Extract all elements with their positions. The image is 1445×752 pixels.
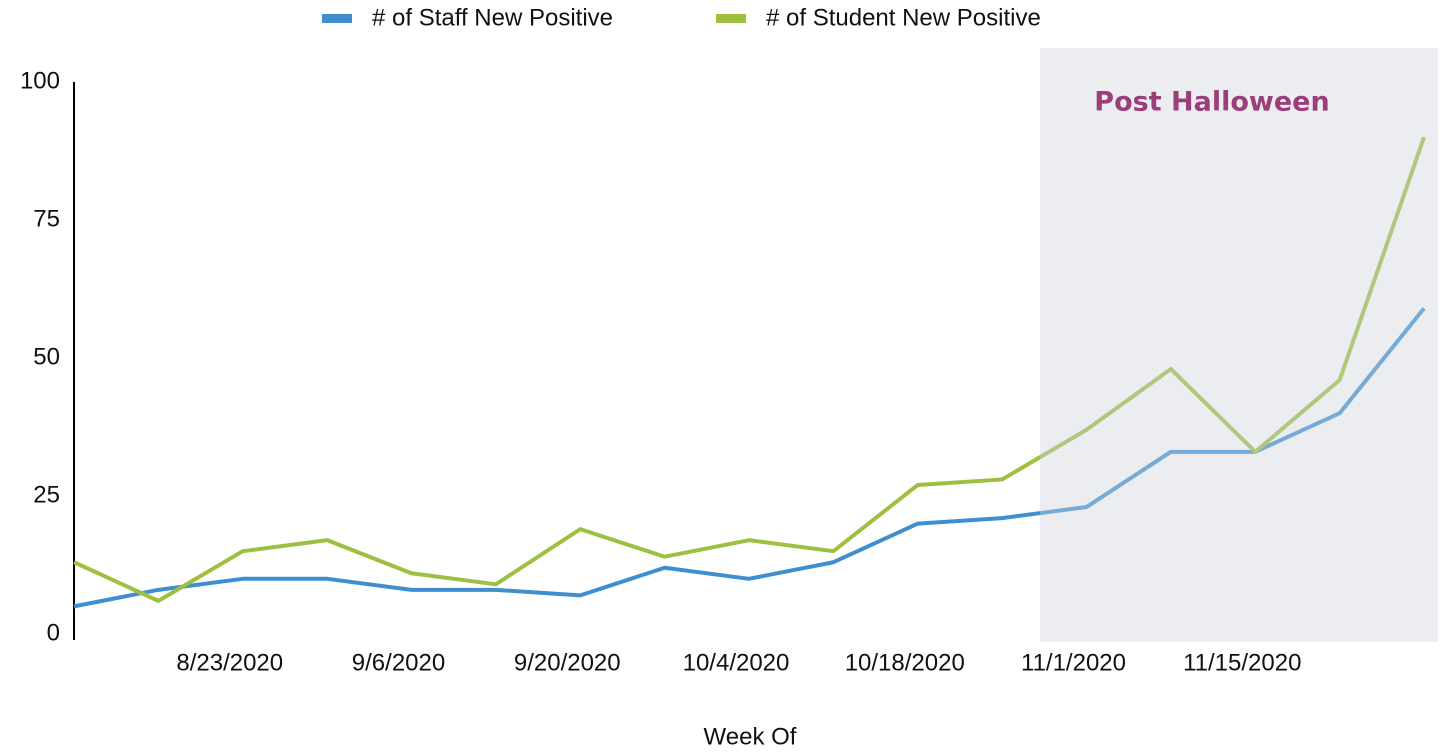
legend-label: # of Staff New Positive	[372, 4, 613, 31]
x-tick-label: 11/15/2020	[1183, 649, 1301, 676]
legend-swatch	[716, 14, 746, 23]
y-tick-label: 0	[47, 619, 60, 646]
x-tick-label: 9/20/2020	[514, 649, 621, 676]
series-line	[73, 136, 1426, 603]
highlight-region	[1040, 48, 1438, 642]
y-tick-label: 50	[33, 343, 60, 370]
series-line	[73, 307, 1426, 609]
y-tick-label: 100	[20, 67, 60, 94]
x-tick-label: 8/23/2020	[176, 649, 283, 676]
x-tick-label: 10/4/2020	[683, 649, 790, 676]
legend-swatch	[322, 14, 352, 23]
x-axis-label: Week Of	[704, 723, 797, 750]
legend-label: # of Student New Positive	[766, 4, 1041, 31]
x-tick-label: 11/1/2020	[1021, 649, 1126, 676]
x-tick-label: 10/18/2020	[845, 649, 965, 676]
y-tick-label: 25	[33, 481, 60, 508]
y-tick-label: 75	[33, 205, 60, 232]
x-tick-label: 9/6/2020	[352, 649, 445, 676]
annotation: Post Halloween	[1094, 87, 1329, 118]
